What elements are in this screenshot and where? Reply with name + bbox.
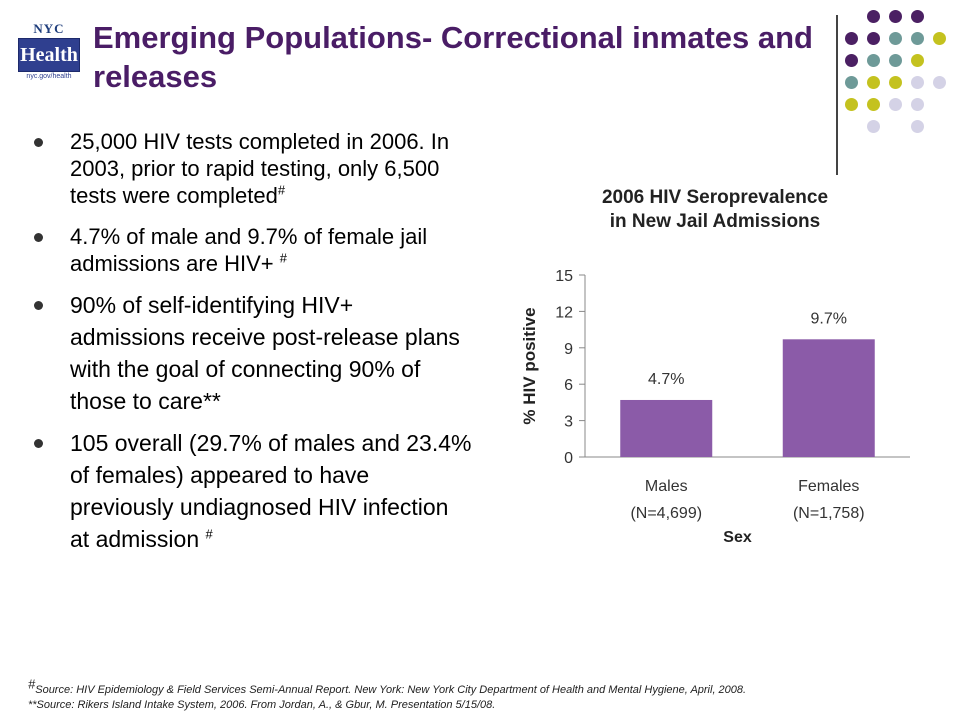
footnote-mark: # bbox=[279, 250, 287, 266]
chart-title-line-1: 2006 HIV Seroprevalence bbox=[601, 187, 829, 208]
footnote-mark: # bbox=[28, 676, 36, 692]
decorative-dot bbox=[845, 32, 858, 45]
chart-title: 2006 HIV Seroprevalence in New Jail Admi… bbox=[505, 186, 925, 234]
chart-title-line-2: in New Jail Admissions bbox=[609, 211, 821, 232]
logo-url-text: nyc.gov/health bbox=[26, 73, 72, 80]
y-axis-label: % HIV positive bbox=[520, 307, 539, 424]
x-tick-sublabel: (N=4,699) bbox=[630, 505, 702, 522]
decorative-dot bbox=[911, 54, 924, 67]
y-tick-label: 3 bbox=[564, 414, 573, 431]
y-tick-label: 9 bbox=[564, 341, 573, 358]
hiv-seroprevalence-chart: 2006 HIV Seroprevalence in New Jail Admi… bbox=[505, 180, 925, 555]
footnote-2: **Source: Rikers Island Intake System, 2… bbox=[28, 698, 948, 713]
bullet-text: 105 overall (29.7% of males and 23.4% of… bbox=[70, 430, 472, 552]
bullet-list: 25,000 HIV tests completed in 2006. In 2… bbox=[34, 128, 474, 555]
nyc-health-logo: NYC Health nyc.gov/health bbox=[18, 22, 80, 84]
decorative-dot bbox=[911, 98, 924, 111]
bullet-text: 90% of self-identifying HIV+ admissions … bbox=[70, 292, 460, 414]
decorative-dot bbox=[911, 10, 924, 23]
bullet-item: 90% of self-identifying HIV+ admissions … bbox=[34, 289, 474, 417]
footnote-mark: # bbox=[205, 526, 213, 542]
x-tick-label: Males bbox=[645, 478, 688, 495]
decorative-dot bbox=[867, 120, 880, 133]
decorative-dot bbox=[845, 98, 858, 111]
y-tick-label: 15 bbox=[555, 268, 573, 285]
footnotes: #Source: HIV Epidemiology & Field Servic… bbox=[28, 677, 948, 713]
bullet-item: 4.7% of male and 9.7% of female jail adm… bbox=[34, 223, 474, 277]
decorative-dot bbox=[911, 76, 924, 89]
decorative-dot bbox=[867, 10, 880, 23]
decorative-dot bbox=[933, 76, 946, 89]
y-tick-label: 0 bbox=[564, 450, 573, 467]
decorative-dot bbox=[933, 32, 946, 45]
chart-plot: 0 3 6 9 12 15 4.7% Males (N=4,699) 9.7% Females (N=… bbox=[520, 268, 910, 546]
y-tick-label: 12 bbox=[555, 304, 573, 321]
footnote-1: #Source: HIV Epidemiology & Field Servic… bbox=[28, 677, 948, 698]
decorative-dot bbox=[889, 32, 902, 45]
bullet-item: 105 overall (29.7% of males and 23.4% of… bbox=[34, 427, 474, 555]
decorative-dot bbox=[889, 98, 902, 111]
footnote-mark: # bbox=[277, 182, 286, 198]
bar bbox=[620, 399, 713, 457]
decorative-dot-grid bbox=[845, 10, 955, 160]
logo-nyc-text: NYC bbox=[33, 21, 65, 36]
bullet-item: 25,000 HIV tests completed in 2006. In 2… bbox=[34, 128, 474, 209]
bullet-text: 4.7% of male and 9.7% of female jail adm… bbox=[70, 224, 428, 276]
bar bbox=[782, 339, 875, 457]
decorative-dot bbox=[889, 54, 902, 67]
x-tick-label: Females bbox=[798, 478, 859, 495]
logo-health-text: Health bbox=[18, 38, 80, 72]
decorative-dot bbox=[845, 54, 858, 67]
decorative-dot bbox=[867, 98, 880, 111]
decorative-dot bbox=[911, 120, 924, 133]
vertical-divider bbox=[836, 15, 838, 175]
x-axis-label: Sex bbox=[723, 529, 752, 546]
decorative-dot bbox=[889, 76, 902, 89]
bar-data-label: 4.7% bbox=[648, 371, 684, 388]
bullet-text: 25,000 HIV tests completed in 2006. In 2… bbox=[70, 129, 450, 208]
bar-data-label: 9.7% bbox=[811, 310, 847, 327]
decorative-dot bbox=[911, 32, 924, 45]
decorative-dot bbox=[867, 76, 880, 89]
footnote-text: **Source: Rikers Island Intake System, 2… bbox=[28, 699, 496, 711]
decorative-dot bbox=[845, 76, 858, 89]
x-tick-sublabel: (N=1,758) bbox=[793, 505, 865, 522]
slide-title: Emerging Populations- Correctional inmat… bbox=[93, 20, 813, 94]
decorative-dot bbox=[889, 10, 902, 23]
y-tick-label: 6 bbox=[564, 377, 573, 394]
footnote-text: Source: HIV Epidemiology & Field Service… bbox=[35, 684, 747, 696]
decorative-dot bbox=[867, 32, 880, 45]
decorative-dot bbox=[867, 54, 880, 67]
